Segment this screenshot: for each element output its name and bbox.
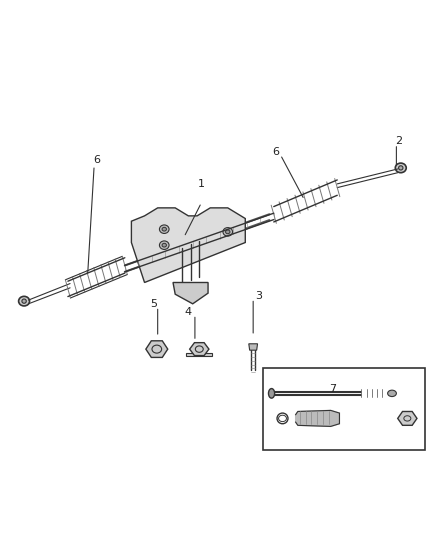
- Ellipse shape: [399, 166, 403, 170]
- Polygon shape: [131, 208, 245, 282]
- Polygon shape: [296, 410, 339, 426]
- Ellipse shape: [162, 227, 166, 231]
- Ellipse shape: [388, 390, 396, 397]
- Polygon shape: [173, 282, 208, 304]
- Text: 5: 5: [150, 299, 157, 309]
- FancyBboxPatch shape: [263, 368, 425, 450]
- Ellipse shape: [226, 230, 230, 233]
- Polygon shape: [398, 411, 417, 425]
- Ellipse shape: [18, 296, 30, 306]
- Polygon shape: [190, 343, 209, 356]
- Text: 2: 2: [395, 136, 402, 146]
- Text: 1: 1: [198, 179, 205, 189]
- Polygon shape: [249, 344, 258, 350]
- Polygon shape: [186, 353, 212, 356]
- Text: 6: 6: [93, 155, 100, 165]
- Ellipse shape: [159, 225, 169, 233]
- Text: 3: 3: [255, 291, 262, 301]
- Text: 7: 7: [329, 384, 336, 394]
- Polygon shape: [146, 341, 168, 358]
- Ellipse shape: [162, 243, 166, 247]
- Text: 6: 6: [272, 147, 279, 157]
- Ellipse shape: [268, 389, 275, 398]
- Text: 4: 4: [185, 307, 192, 317]
- Ellipse shape: [395, 163, 406, 173]
- Ellipse shape: [22, 299, 26, 303]
- Ellipse shape: [223, 228, 233, 236]
- Ellipse shape: [159, 241, 169, 249]
